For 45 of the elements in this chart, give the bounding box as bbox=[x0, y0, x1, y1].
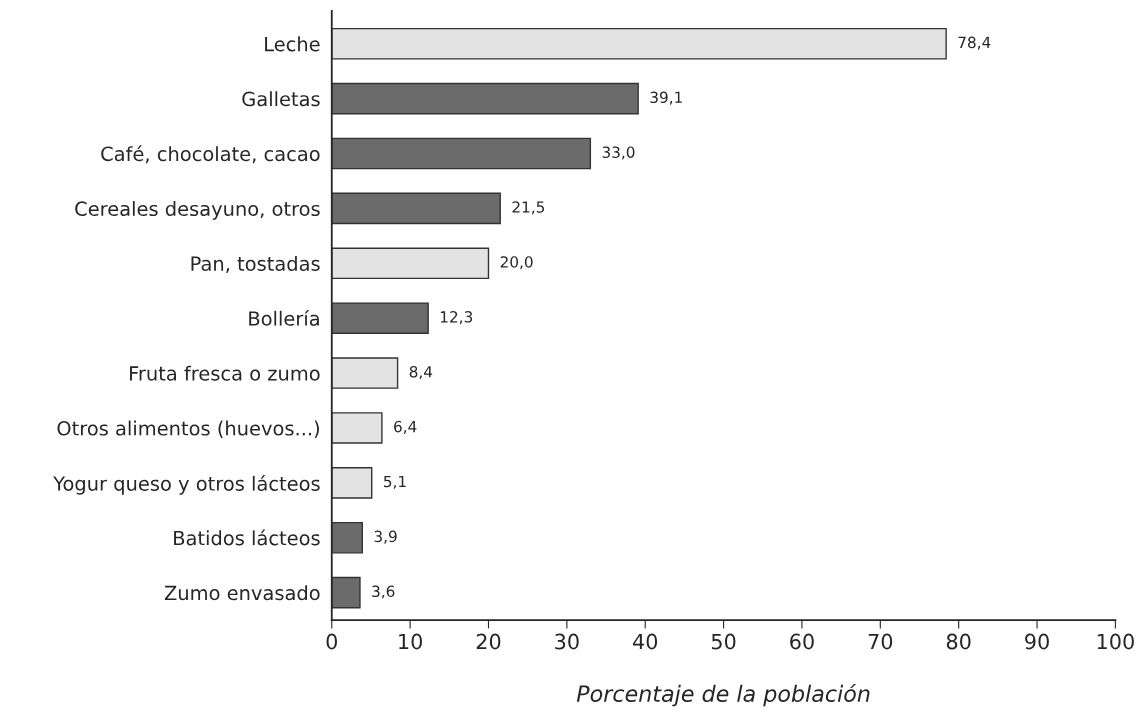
y-tick-label: Batidos lácteos bbox=[174, 529, 320, 546]
x-tick-label: 70 bbox=[868, 633, 893, 650]
data-label: 39,1 bbox=[650, 91, 682, 105]
x-axis-title: Porcentaje de la población bbox=[576, 683, 870, 707]
y-tick-label: Yogur queso y otros lácteos bbox=[53, 475, 320, 495]
data-label: 6,4 bbox=[394, 420, 417, 434]
bar bbox=[331, 576, 361, 609]
data-label: 8,4 bbox=[409, 365, 433, 380]
x-tick-label: 100 bbox=[1097, 633, 1134, 650]
bar bbox=[331, 412, 383, 444]
bar bbox=[331, 82, 639, 115]
y-tick-label: Fruta fresca o zumo bbox=[130, 365, 320, 381]
bar bbox=[331, 192, 501, 225]
data-label: 78,4 bbox=[958, 36, 991, 50]
data-label: 20,0 bbox=[500, 256, 533, 270]
y-tick-label: Bollería bbox=[249, 310, 319, 326]
bar bbox=[331, 521, 364, 554]
x-tick-label: 60 bbox=[790, 633, 814, 650]
y-tick-label: Cereales desayuno, otros bbox=[75, 201, 320, 220]
bar bbox=[331, 357, 399, 389]
bar bbox=[331, 302, 429, 334]
y-tick-label: Leche bbox=[265, 36, 320, 52]
x-tick-label: 90 bbox=[1025, 633, 1049, 650]
y-tick-label: Galletas bbox=[242, 91, 320, 107]
bar bbox=[331, 27, 947, 60]
data-label: 33,0 bbox=[602, 146, 635, 160]
x-tick-label: 10 bbox=[399, 633, 422, 650]
data-label: 3,6 bbox=[372, 585, 395, 599]
bar bbox=[331, 467, 373, 499]
x-tick-label: 40 bbox=[632, 633, 658, 650]
x-tick-label: 20 bbox=[476, 633, 501, 650]
x-tick-label: 80 bbox=[946, 633, 971, 650]
data-label: 3,9 bbox=[374, 530, 397, 544]
y-tick-label: Otros alimentos (huevos...) bbox=[57, 420, 319, 438]
data-label: 21,5 bbox=[512, 201, 545, 215]
x-tick-label: 50 bbox=[711, 633, 736, 650]
y-tick-label: Café, chocolate, cacao bbox=[101, 145, 320, 164]
data-label: 5,1 bbox=[384, 475, 406, 489]
bar bbox=[331, 137, 592, 170]
y-tick-label: Pan, tostadas bbox=[191, 255, 320, 273]
data-label: 12,3 bbox=[440, 311, 473, 325]
bar bbox=[331, 247, 490, 280]
x-tick-label: 0 bbox=[326, 633, 337, 650]
y-tick-label: Zumo envasado bbox=[164, 585, 320, 601]
x-tick-label: 30 bbox=[555, 633, 579, 650]
